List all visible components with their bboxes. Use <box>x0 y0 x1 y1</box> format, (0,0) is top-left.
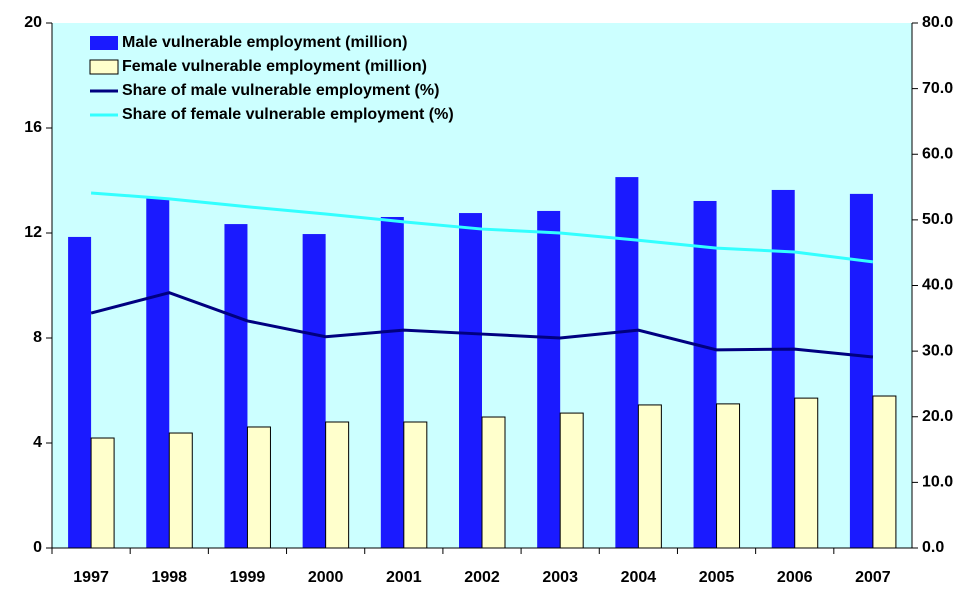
y2-tick-label: 80.0 <box>922 14 953 31</box>
bar <box>168 432 193 549</box>
bar <box>325 421 350 549</box>
x-tick-label: 2006 <box>777 569 813 586</box>
bar <box>481 416 506 549</box>
x-tick-label: 2002 <box>464 569 500 586</box>
y2-tick-label: 70.0 <box>922 80 953 97</box>
y2-tick-label: 30.0 <box>922 342 953 359</box>
y2-tick-label: 60.0 <box>922 145 953 162</box>
y-tick-label: 8 <box>33 329 42 346</box>
y2-tick-label: 0.0 <box>922 539 944 556</box>
bar <box>146 198 170 548</box>
legend-swatch <box>89 59 119 75</box>
y-tick-label: 20 <box>24 14 42 31</box>
bar <box>90 437 115 549</box>
bar <box>794 397 819 549</box>
y-tick-label: 0 <box>33 539 42 556</box>
bar <box>403 421 428 549</box>
x-tick-label: 2007 <box>855 569 891 586</box>
bar <box>459 213 482 549</box>
y2-tick-label: 40.0 <box>922 277 953 294</box>
legend-swatch <box>90 36 118 50</box>
bar <box>693 200 717 548</box>
bar <box>849 193 873 548</box>
bar <box>771 189 795 548</box>
y2-tick-label: 20.0 <box>922 408 953 425</box>
bar <box>224 224 248 548</box>
line <box>90 191 874 264</box>
legend-label: Male vulnerable employment (million) <box>122 34 407 51</box>
x-tick-label: 2003 <box>542 569 578 586</box>
y-tick-label: 4 <box>33 434 42 451</box>
x-tick-label: 2004 <box>621 569 657 586</box>
x-tick-label: 2000 <box>308 569 344 586</box>
x-tick-label: 1997 <box>73 569 109 586</box>
bar <box>537 210 561 548</box>
bar <box>872 395 897 549</box>
x-tick-label: 2001 <box>386 569 422 586</box>
legend-label: Female vulnerable employment (million) <box>122 58 427 75</box>
y-tick-label: 16 <box>24 119 42 136</box>
bar <box>380 216 404 549</box>
bar <box>716 403 741 549</box>
x-tick-label: 1998 <box>151 569 187 586</box>
bar <box>68 236 92 548</box>
bar <box>246 426 271 549</box>
bar <box>302 234 326 549</box>
bar <box>615 177 639 548</box>
x-tick-label: 1999 <box>230 569 266 586</box>
y-tick-label: 12 <box>24 224 42 241</box>
legend-label: Share of male vulnerable employment (%) <box>122 82 439 99</box>
bar <box>637 404 662 549</box>
y2-tick-label: 50.0 <box>922 211 953 228</box>
bar <box>559 412 584 549</box>
x-tick-label: 2005 <box>699 569 735 586</box>
line <box>90 291 874 359</box>
legend-label: Share of female vulnerable employment (%… <box>122 106 454 123</box>
y2-tick-label: 10.0 <box>922 474 953 491</box>
